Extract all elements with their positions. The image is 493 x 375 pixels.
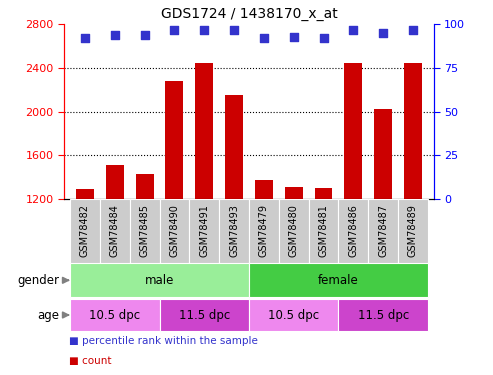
Bar xyxy=(70,263,249,297)
Bar xyxy=(76,189,94,199)
Text: 10.5 dpc: 10.5 dpc xyxy=(89,309,141,321)
Bar xyxy=(189,199,219,262)
Bar xyxy=(338,299,428,331)
Bar xyxy=(404,63,422,199)
Bar xyxy=(374,110,392,199)
Point xyxy=(230,27,238,33)
Text: ■ percentile rank within the sample: ■ percentile rank within the sample xyxy=(69,336,258,346)
Bar xyxy=(398,199,428,262)
Point xyxy=(319,35,327,41)
Text: 11.5 dpc: 11.5 dpc xyxy=(357,309,409,321)
Text: gender: gender xyxy=(17,274,59,287)
Point xyxy=(171,27,178,33)
Point xyxy=(290,34,298,40)
Text: GSM78484: GSM78484 xyxy=(110,204,120,257)
Bar xyxy=(255,180,273,199)
Text: male: male xyxy=(145,274,174,287)
Text: GSM78490: GSM78490 xyxy=(170,204,179,257)
Point xyxy=(350,27,357,33)
Text: GSM78482: GSM78482 xyxy=(80,204,90,257)
Text: GSM78487: GSM78487 xyxy=(378,204,388,257)
Title: GDS1724 / 1438170_x_at: GDS1724 / 1438170_x_at xyxy=(161,7,337,21)
Bar xyxy=(249,199,279,262)
Bar xyxy=(160,299,249,331)
Bar xyxy=(136,174,153,199)
Text: GSM78489: GSM78489 xyxy=(408,204,418,257)
Bar xyxy=(70,299,160,331)
Text: GSM78493: GSM78493 xyxy=(229,204,239,257)
Point xyxy=(111,32,119,38)
Point xyxy=(379,30,387,36)
Bar xyxy=(70,199,100,262)
Text: ■ count: ■ count xyxy=(69,356,111,366)
Bar xyxy=(309,199,338,262)
Bar xyxy=(338,199,368,262)
Point xyxy=(81,35,89,41)
Bar xyxy=(249,263,428,297)
Point xyxy=(141,32,148,38)
Text: 10.5 dpc: 10.5 dpc xyxy=(268,309,319,321)
Bar xyxy=(315,188,332,199)
Text: GSM78481: GSM78481 xyxy=(318,204,328,257)
Bar xyxy=(160,199,189,262)
Bar xyxy=(368,199,398,262)
Bar xyxy=(195,63,213,199)
Bar xyxy=(100,199,130,262)
Text: GSM78485: GSM78485 xyxy=(140,204,149,257)
Bar xyxy=(219,199,249,262)
Text: GSM78491: GSM78491 xyxy=(199,204,209,257)
Text: 11.5 dpc: 11.5 dpc xyxy=(178,309,230,321)
Point xyxy=(260,35,268,41)
Point xyxy=(409,27,417,33)
Bar xyxy=(279,199,309,262)
Bar xyxy=(345,63,362,199)
Text: GSM78486: GSM78486 xyxy=(349,204,358,257)
Bar xyxy=(130,199,160,262)
Point xyxy=(200,27,208,33)
Bar xyxy=(225,95,243,199)
Text: GSM78479: GSM78479 xyxy=(259,204,269,257)
Bar xyxy=(249,299,338,331)
Bar xyxy=(285,187,303,199)
Bar xyxy=(166,81,183,199)
Text: GSM78480: GSM78480 xyxy=(289,204,299,257)
Text: female: female xyxy=(318,274,359,287)
Text: age: age xyxy=(37,309,59,321)
Bar xyxy=(106,165,124,199)
